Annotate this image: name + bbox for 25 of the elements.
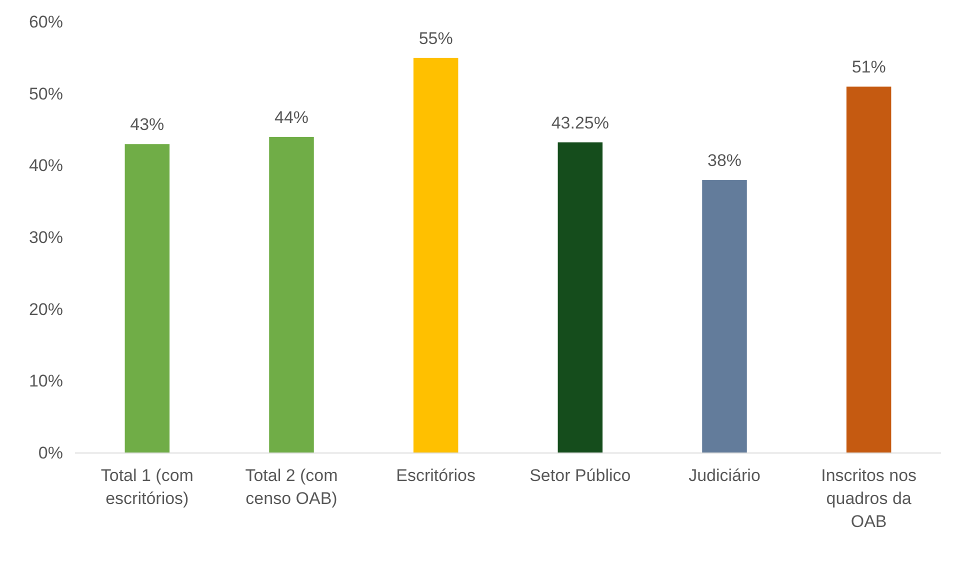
x-tick-label: Judiciário [688,466,760,485]
y-tick-label: 50% [28,84,63,104]
bar [558,142,603,453]
x-tick-label: Total 2 (com censo OAB) [245,466,338,508]
y-tick-label: 30% [28,228,63,247]
y-tick-label: 0% [38,443,63,462]
data-label: 51% [852,58,886,77]
bar [702,180,747,453]
x-tick-label: Total 1 (com escritórios) [100,466,194,508]
x-tick-label: Inscritos nos quadros da OAB [821,466,917,531]
data-label: 44% [274,108,309,127]
x-tick-label: Setor Público [530,466,631,485]
y-tick-label: 60% [28,12,63,32]
bar [124,144,170,453]
data-label: 43% [130,115,164,134]
y-tick-label: 40% [28,156,63,176]
y-tick-label: 20% [28,300,63,319]
bar [846,86,892,453]
data-label: 38% [707,151,742,170]
data-label: 43.25% [551,113,610,132]
bar [413,58,458,453]
data-label: 55% [418,28,453,48]
x-tick-label: Escritórios [396,466,476,485]
bar [269,136,314,453]
y-tick-label: 10% [28,372,63,391]
